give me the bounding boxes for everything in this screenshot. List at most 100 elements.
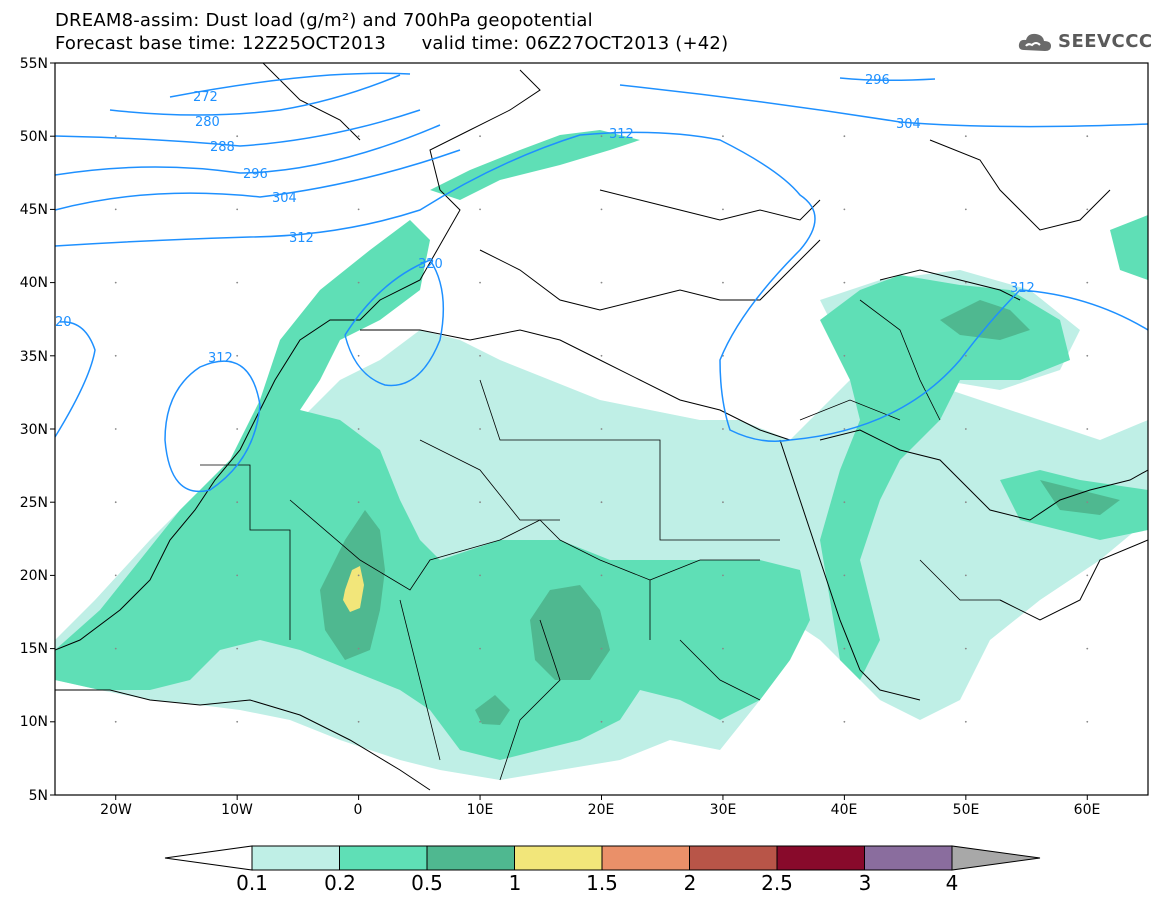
colorbar-tick-label: 1 [508, 871, 522, 895]
graticule-dot [114, 647, 117, 650]
graticule-dot [1086, 501, 1089, 504]
colorbar-swatch [426, 845, 515, 871]
graticule-dot [479, 281, 481, 284]
graticule [114, 135, 1089, 723]
graticule-dot [1086, 354, 1089, 357]
country-borders [200, 299, 1000, 781]
lon-label: 40E [831, 802, 858, 818]
geopotential-contours [55, 72, 1148, 493]
dust-level-3c [940, 300, 1030, 340]
graticule-dot [236, 281, 239, 284]
lon-label: 10W [221, 802, 253, 818]
contour-label: 296 [243, 167, 268, 182]
graticule-dot [114, 208, 117, 211]
graticule-dot [114, 501, 117, 504]
graticule-dot [479, 720, 481, 723]
graticule-dot [236, 501, 239, 504]
graticule-dot [964, 135, 967, 138]
graticule-dot [600, 281, 603, 284]
colorbar-tick-label: 0.5 [411, 871, 443, 895]
graticule-dot [236, 428, 239, 430]
graticule-dot [357, 281, 360, 284]
graticule-dot [964, 354, 967, 357]
graticule-dot [843, 720, 846, 723]
graticule-dot [236, 208, 239, 211]
contour-312a [55, 131, 1148, 442]
graticule-dot [964, 428, 967, 430]
colorbar-tick-label: 2 [683, 871, 697, 895]
lat-label: 40N [20, 275, 48, 291]
graticule-dot [357, 135, 360, 138]
lon-label: 0 [354, 802, 363, 818]
lat-label: 10N [20, 714, 48, 730]
contour-312c [55, 321, 96, 438]
graticule-dot [357, 428, 360, 430]
contour-296a [55, 124, 441, 176]
contour-288 [55, 109, 421, 147]
graticule-dot [479, 647, 481, 650]
graticule-dot [1086, 647, 1089, 650]
contour-label: 312 [1010, 281, 1035, 296]
contour-label: 296 [865, 73, 890, 88]
contour-label: 20 [55, 315, 72, 330]
graticule-dot [600, 428, 603, 430]
contour-label: 312 [609, 127, 634, 142]
dust-level-3b [530, 585, 610, 680]
colorbar [164, 845, 1041, 871]
graticule-dot [843, 574, 846, 577]
contour-272 [169, 72, 411, 98]
lon-label: 10E [467, 802, 494, 818]
graticule-dot [114, 720, 117, 723]
contour-296b [839, 77, 936, 82]
lat-label: 30N [20, 422, 48, 438]
graticule-dot [600, 354, 603, 357]
graticule-dot [843, 647, 846, 650]
graticule-dot [843, 208, 846, 211]
graticule-dot [236, 354, 239, 357]
colorbar-swatch [339, 845, 428, 871]
lon-label: 20W [100, 802, 132, 818]
contour-label: 312 [208, 351, 233, 366]
graticule-dot [843, 354, 846, 357]
contour-label: 304 [272, 191, 297, 206]
graticule-dot [236, 647, 239, 650]
graticule-dot [357, 501, 360, 504]
graticule-dot [843, 501, 846, 504]
contour-320 [344, 259, 445, 387]
lon-label: 60E [1074, 802, 1101, 818]
lat-label: 25N [20, 495, 48, 511]
colorbar-tick-label: 0.1 [236, 871, 268, 895]
graticule-dot [964, 281, 967, 284]
dust-level-4 [343, 566, 364, 612]
contour-label: 312 [289, 231, 314, 246]
graticule-dot [1086, 574, 1089, 577]
lat-label: 35N [20, 349, 48, 365]
graticule-dot [722, 574, 724, 577]
graticule-dot [600, 720, 603, 723]
lat-label: 50N [20, 129, 48, 145]
map-title: DREAM8-assim: Dust load (g/m²) and 700hP… [55, 10, 593, 31]
colorbar-swatch [251, 845, 340, 871]
contour-label: 288 [210, 140, 235, 155]
graticule-dot [479, 208, 481, 211]
graticule-dot [114, 281, 117, 284]
dust-level-2a [55, 220, 810, 760]
graticule-dot [357, 720, 360, 723]
dust-level-2e [1110, 215, 1148, 280]
graticule-dot [1086, 135, 1089, 138]
dust-level-3d [1040, 480, 1120, 515]
axis-ticks [50, 62, 1088, 800]
lat-label: 45N [20, 202, 48, 218]
graticule-dot [600, 135, 603, 138]
contour-304a [55, 149, 461, 211]
dust-fields [55, 130, 1148, 780]
graticule-dot [479, 135, 481, 138]
lat-label: 55N [20, 56, 48, 72]
graticule-dot [722, 428, 724, 430]
graticule-dot [964, 501, 967, 504]
colorbar-swatch [864, 845, 953, 871]
graticule-dot [114, 428, 117, 430]
graticule-dot [843, 281, 846, 284]
graticule-dot [600, 574, 603, 577]
